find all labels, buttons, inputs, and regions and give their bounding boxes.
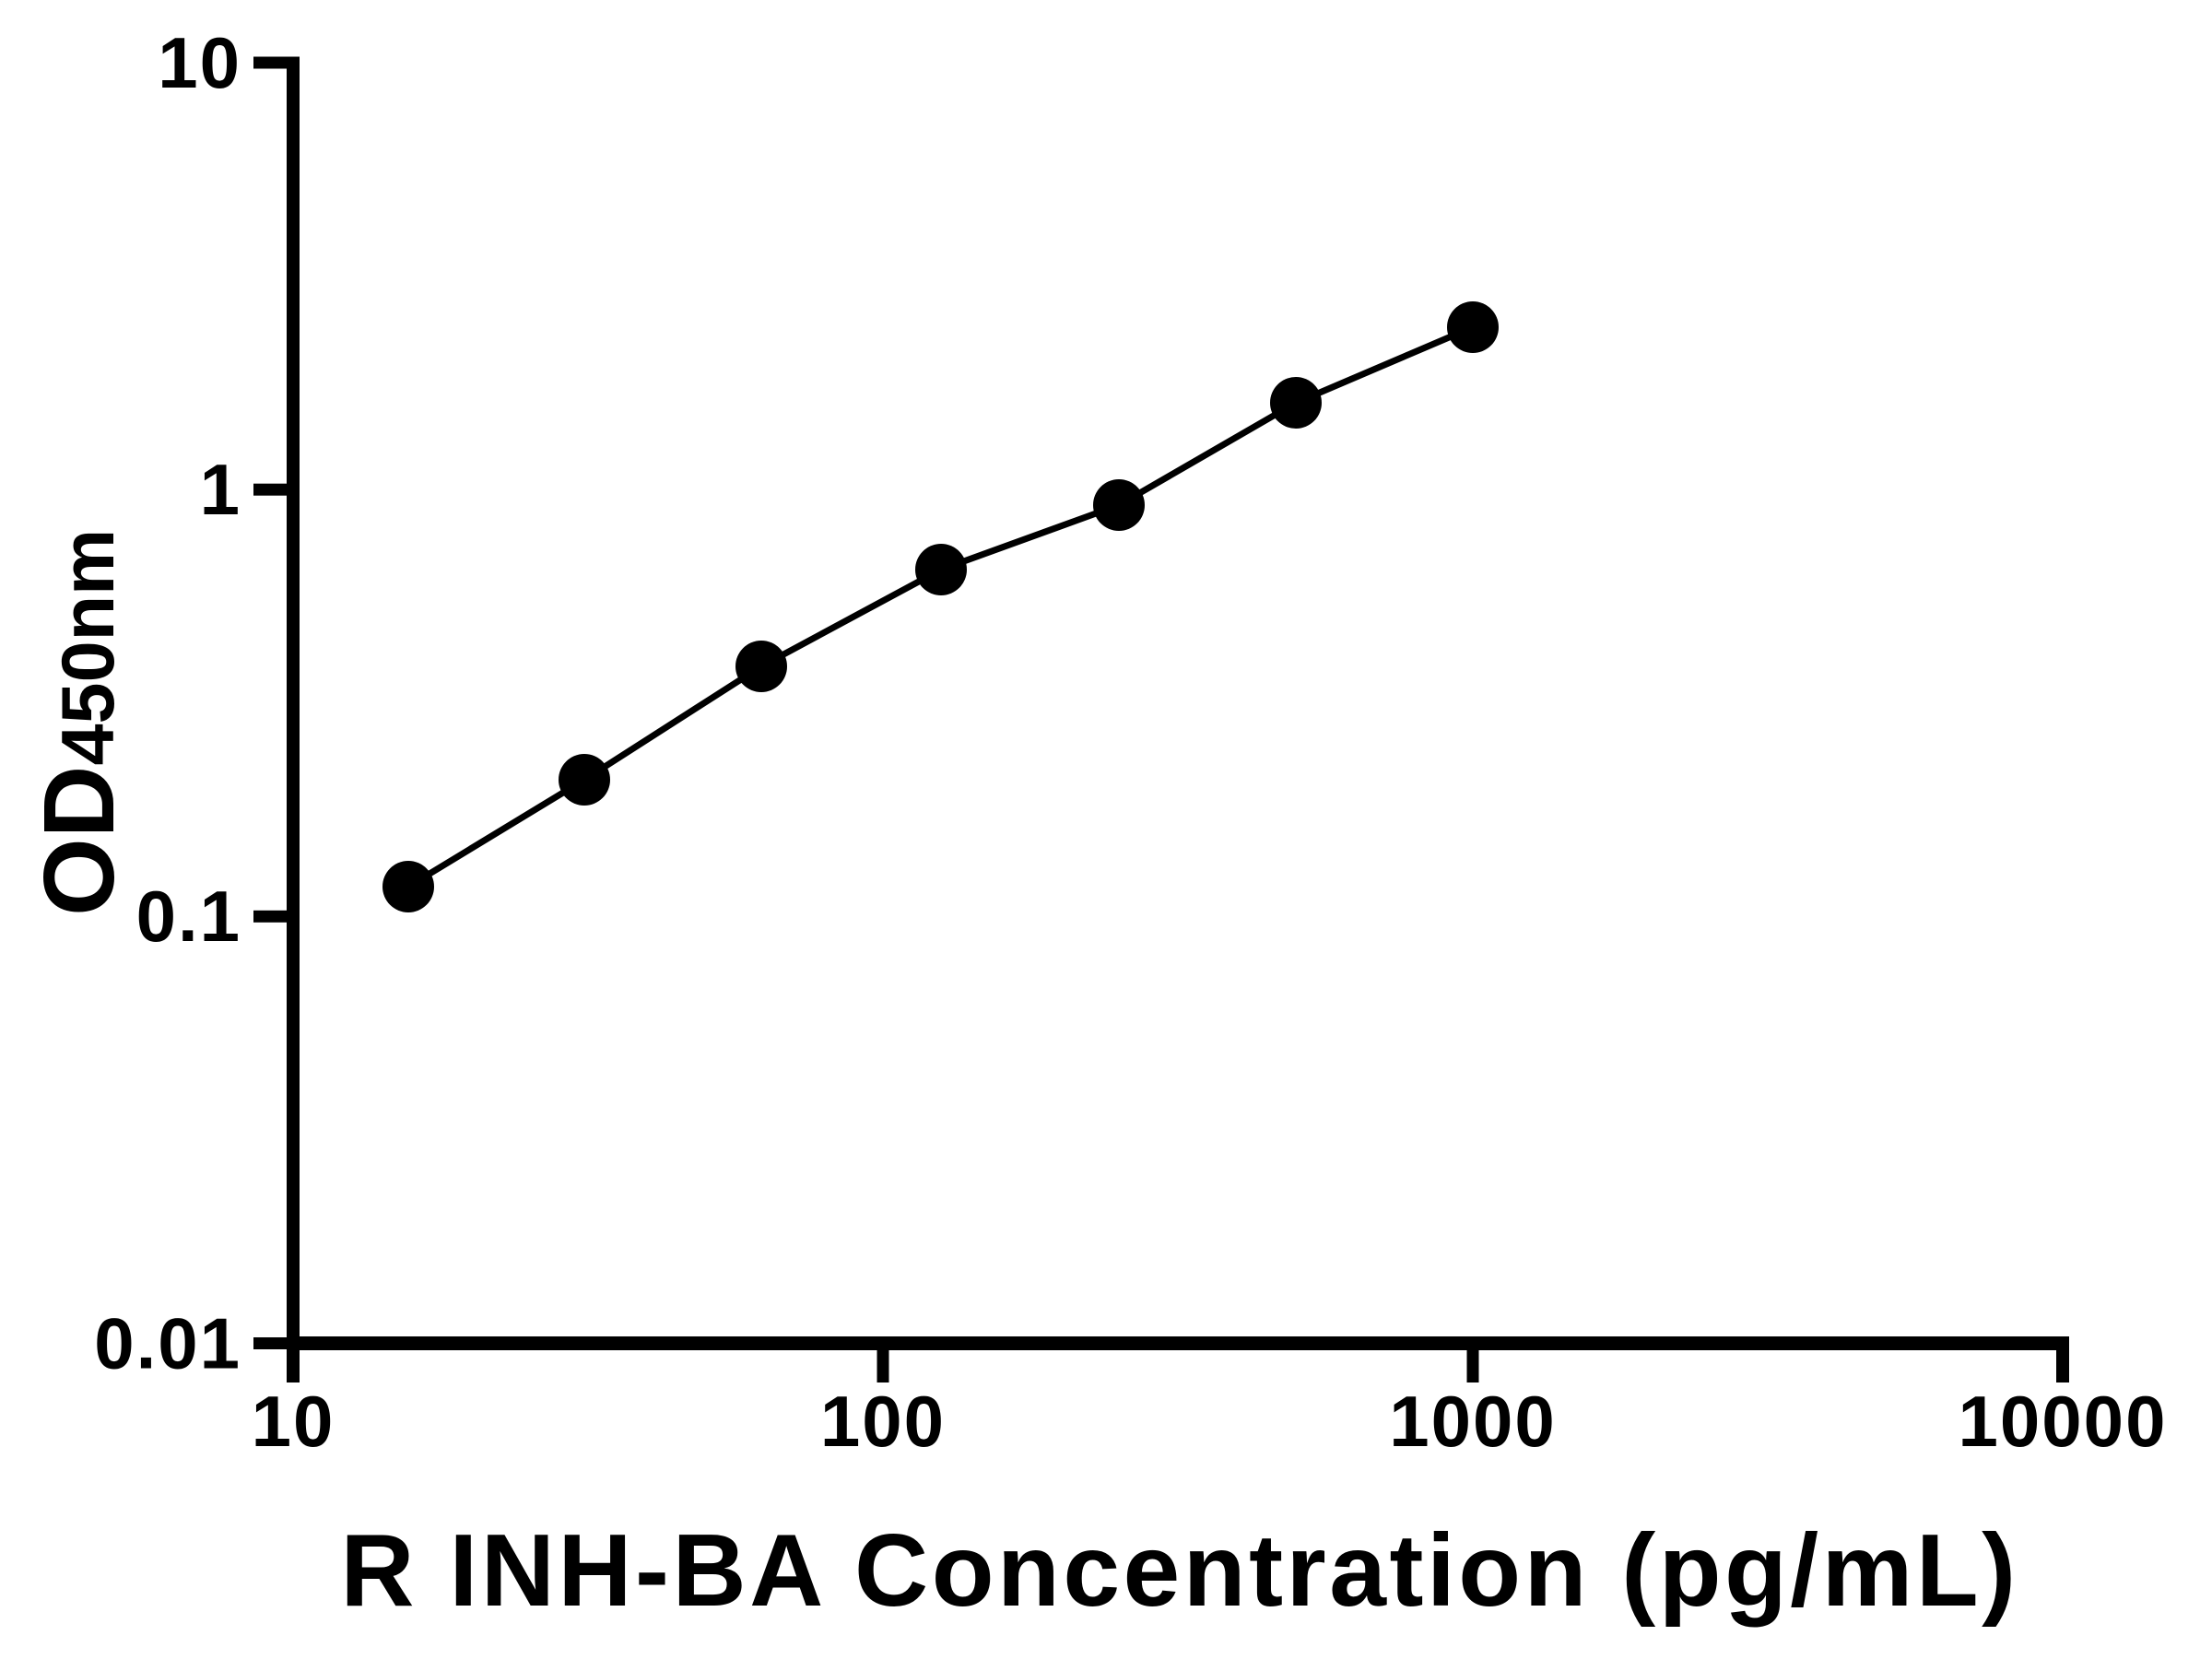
svg-text:10000: 10000 (1959, 1381, 2168, 1462)
svg-text:100: 100 (820, 1381, 946, 1462)
svg-text:1: 1 (200, 449, 241, 530)
svg-text:0.01: 0.01 (94, 1303, 241, 1384)
svg-text:10: 10 (158, 22, 241, 103)
svg-text:10: 10 (252, 1381, 335, 1462)
svg-text:0.1: 0.1 (136, 876, 241, 957)
svg-text:R INH-BA Concentration (pg/mL): R INH-BA Concentration (pg/mL) (340, 1513, 2018, 1628)
svg-text:1000: 1000 (1389, 1381, 1557, 1462)
